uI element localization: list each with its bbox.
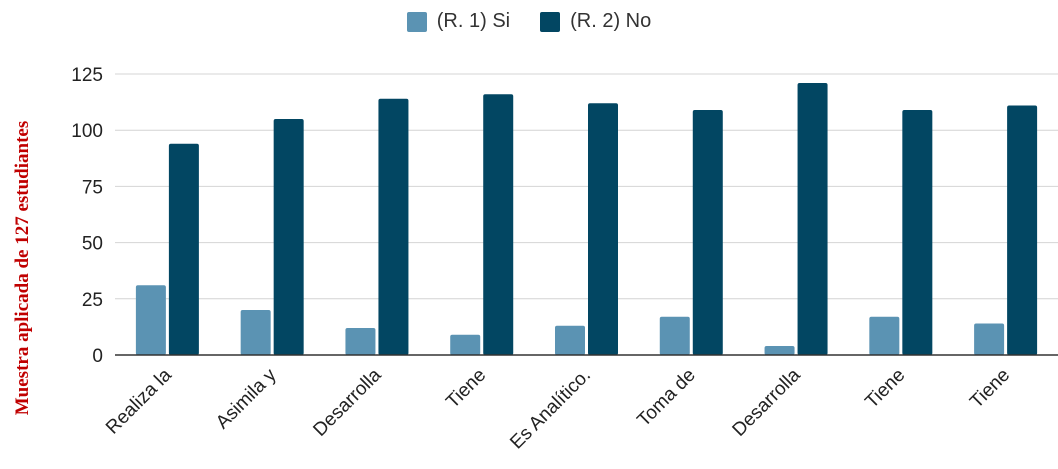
y-tick-label: 50	[82, 234, 103, 255]
y-tick-label: 25	[82, 290, 103, 311]
legend-label-si: (R. 1) Si	[436, 10, 511, 32]
x-tick-label: Asimila y	[212, 364, 281, 433]
x-tick-label: Es Analítico.	[506, 365, 595, 454]
y-tick-label: 125	[71, 65, 103, 86]
x-tick-label: Tiene	[442, 365, 490, 413]
bar-no	[1007, 105, 1038, 355]
legend-label-no: (R. 2) No	[570, 10, 652, 32]
bar-no	[588, 103, 618, 355]
y-tick-label: 75	[82, 177, 103, 198]
x-tick-label: Toma de	[633, 365, 699, 431]
bar-no	[797, 82, 828, 355]
bar-si	[240, 310, 271, 355]
bar-si	[764, 346, 795, 355]
bar-si	[135, 285, 166, 355]
bar-no	[692, 109, 723, 355]
bar-no	[902, 109, 933, 355]
bar-no	[483, 94, 514, 356]
legend: (R. 1) Si (R. 2) No	[0, 10, 1058, 33]
legend-item-no: (R. 2) No	[540, 10, 651, 33]
x-tick-label: Desarrolla	[309, 364, 385, 440]
bar-no	[273, 118, 304, 356]
bar-no	[378, 98, 409, 355]
bar-si	[974, 323, 1005, 355]
bar-no	[168, 143, 199, 355]
legend-swatch-no	[540, 11, 561, 32]
bar-si	[450, 334, 481, 355]
x-tick-label: Tiene	[861, 365, 909, 413]
legend-item-si: (R. 1) Si	[406, 10, 511, 33]
x-tick-label: Realiza la	[102, 364, 176, 438]
y-tick-label: 0	[92, 346, 103, 367]
bar-si	[659, 316, 690, 355]
y-tick-label: 100	[71, 121, 103, 142]
bar-si	[345, 328, 376, 355]
x-tick-label: Tiene	[966, 365, 1014, 413]
bar-si	[869, 316, 900, 355]
legend-swatch-si	[406, 11, 427, 32]
bar-si	[555, 325, 585, 355]
x-tick-label: Desarrolla	[729, 364, 805, 440]
